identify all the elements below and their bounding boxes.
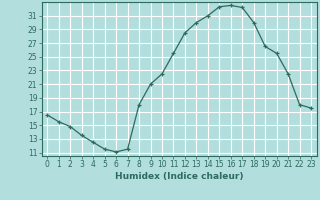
X-axis label: Humidex (Indice chaleur): Humidex (Indice chaleur) [115, 172, 244, 181]
